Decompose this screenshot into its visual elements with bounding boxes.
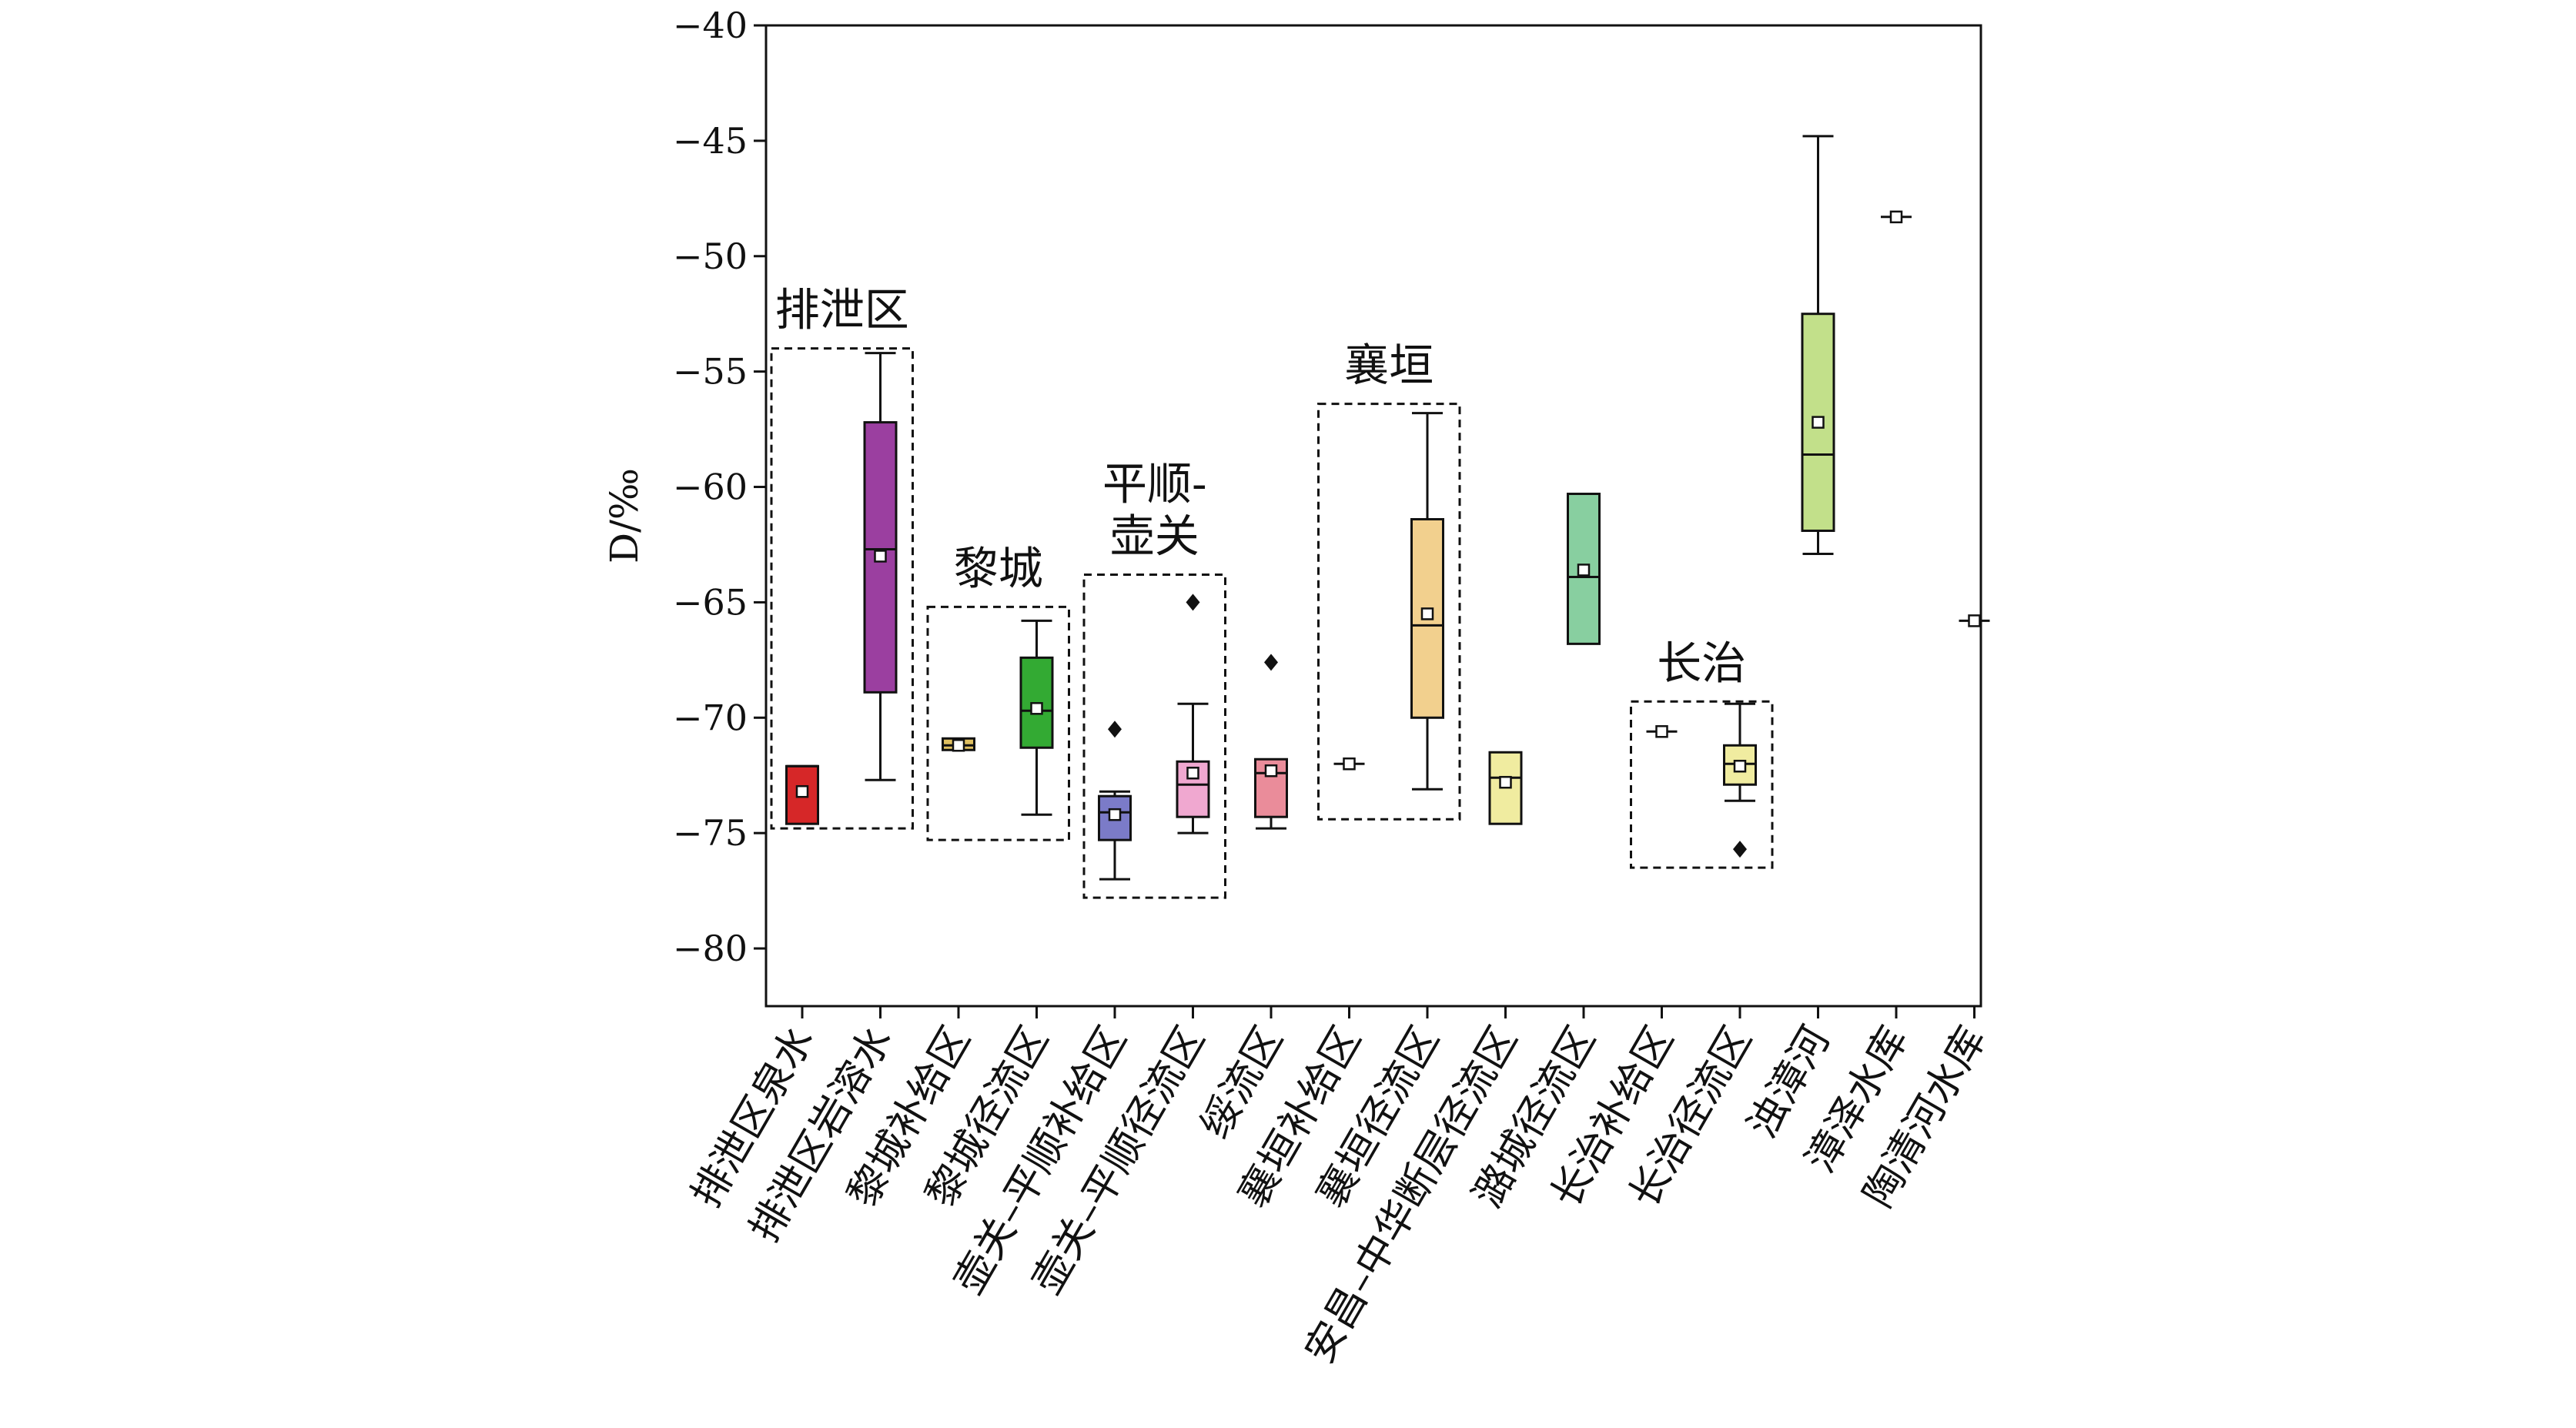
y-tick-label: −45 [673, 120, 748, 162]
mean-marker [1186, 766, 1199, 780]
y-tick-label: −55 [673, 351, 748, 393]
boxes [785, 135, 1990, 881]
y-axis: −40 −45 −50 −55 −60 −65 −70 −75 −80 [673, 5, 766, 969]
mean-marker [1499, 775, 1512, 789]
outlier-point [1108, 721, 1122, 738]
mean-marker [1264, 764, 1278, 778]
mean-marker [1030, 702, 1043, 715]
mean-marker [1889, 210, 1903, 224]
mean-marker [1733, 759, 1747, 773]
group-label: 黎城 [954, 542, 1043, 594]
box [863, 421, 898, 694]
group-frame [1317, 403, 1461, 821]
group-label: 排泄区 [775, 284, 909, 336]
y-tick-label: −75 [673, 812, 748, 854]
mean-marker [1420, 607, 1434, 620]
group-frame [926, 605, 1070, 841]
group-label: 壶关 [1110, 510, 1199, 562]
mean-marker [1655, 725, 1668, 738]
y-tick-label: −80 [673, 928, 748, 969]
group-label: 襄垣 [1344, 339, 1434, 392]
y-axis-label: D/‰ [602, 468, 647, 564]
mean-marker [1108, 808, 1122, 821]
y-tick-label: −60 [673, 467, 748, 508]
outlier-point [1186, 594, 1200, 611]
mean-marker [1343, 757, 1356, 771]
plot-frame [764, 24, 1982, 1008]
y-tick-label: −40 [673, 5, 748, 46]
mean-marker [1968, 614, 1981, 627]
group-frame [770, 347, 914, 830]
mean-marker [874, 550, 887, 563]
y-tick-label: −65 [673, 581, 748, 623]
mean-marker [952, 739, 965, 752]
mean-marker [1812, 416, 1825, 429]
mean-marker [795, 784, 809, 798]
outlier-point [1264, 654, 1278, 671]
group-frame [1630, 700, 1774, 869]
y-tick-label: −70 [673, 697, 748, 738]
group-frame [1082, 573, 1226, 899]
outlier-point [1733, 841, 1747, 858]
group-label: 长治 [1657, 637, 1746, 689]
x-axis: 排泄区泉水排泄区岩溶水黎城补给区黎城径流区壶关–平顺补给区壶关–平顺径流区绥流区… [683, 1006, 1996, 1371]
y-tick-label: −50 [673, 236, 748, 277]
mean-marker [1577, 564, 1591, 577]
group-label: 平顺- [1102, 457, 1207, 510]
